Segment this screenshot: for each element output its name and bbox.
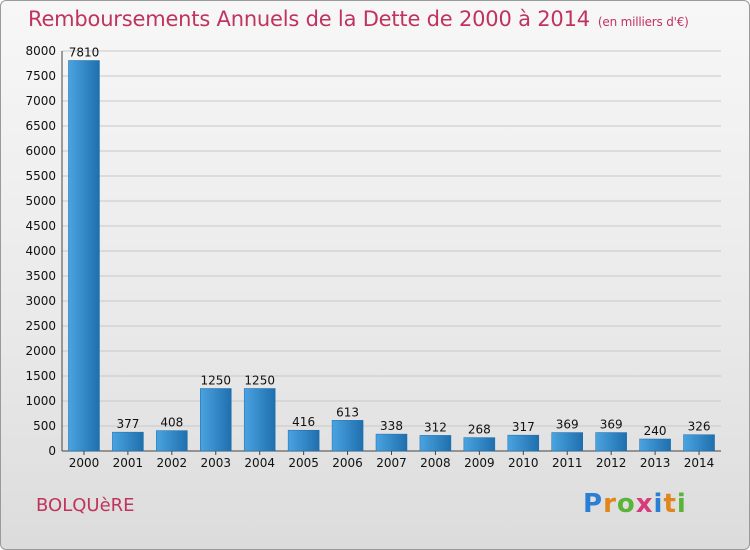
bar-2004 (243, 388, 276, 452)
data-label-2002: 408 (160, 416, 183, 430)
bar-2008 (419, 435, 452, 452)
x-tick-label-2000: 2000 (69, 456, 100, 470)
y-tick-label: 8000 (25, 44, 56, 58)
x-tick-label-2007: 2007 (376, 456, 407, 470)
y-tick-label: 4500 (25, 219, 56, 233)
x-tick-label-2013: 2013 (640, 456, 671, 470)
data-label-2004: 1250 (244, 374, 275, 388)
x-tick-label-2005: 2005 (288, 456, 319, 470)
bar-2009 (463, 437, 496, 452)
x-tick-label-2014: 2014 (684, 456, 715, 470)
x-tick-label-2009: 2009 (464, 456, 495, 470)
data-label-2005: 416 (292, 415, 315, 429)
y-tick-label: 5500 (25, 169, 56, 183)
chart-subtitle: (en milliers d'€) (597, 15, 689, 29)
bar-2012 (595, 432, 627, 452)
y-tick-label: 0 (48, 444, 56, 458)
x-tick-label-2003: 2003 (200, 456, 231, 470)
x-tick-label-2002: 2002 (157, 456, 188, 470)
bar-2013 (639, 438, 671, 452)
y-tick-label: 7500 (25, 69, 56, 83)
grid-lines (62, 50, 721, 452)
data-label-2003: 1250 (200, 374, 231, 388)
y-tick-label: 6000 (25, 144, 56, 158)
x-tick-label-2008: 2008 (420, 456, 451, 470)
data-label-2007: 338 (380, 419, 403, 433)
data-label-2014: 326 (688, 420, 711, 434)
y-tick-label: 3500 (25, 269, 56, 283)
y-tick-label: 4000 (25, 244, 56, 258)
y-tick-label: 5000 (25, 194, 56, 208)
bar-2001 (112, 431, 144, 452)
y-tick-label: 2000 (25, 344, 56, 358)
y-tick-label: 1500 (25, 369, 56, 383)
bars (68, 60, 715, 452)
y-tick-label: 6500 (25, 119, 56, 133)
bar-2002 (156, 430, 188, 452)
x-tick-label-2006: 2006 (332, 456, 363, 470)
y-tick-label: 7000 (25, 94, 56, 108)
chart-title: Remboursements Annuels de la Dette de 20… (28, 7, 689, 31)
bar-2005 (287, 429, 320, 452)
data-label-2010: 317 (512, 420, 535, 434)
data-label-2011: 369 (556, 418, 579, 432)
x-tick-label-2001: 2001 (113, 456, 144, 470)
x-tick-label-2012: 2012 (596, 456, 627, 470)
bar-2014 (683, 434, 715, 452)
data-label-2009: 268 (468, 423, 491, 437)
y-tick-label: 2500 (25, 319, 56, 333)
y-tick-label: 3000 (25, 294, 56, 308)
axes (61, 51, 721, 455)
bar-2003 (200, 388, 232, 452)
x-tick-label-2004: 2004 (244, 456, 275, 470)
data-label-2000: 7810 (69, 46, 100, 60)
proxiti-logo: Proxiti (583, 489, 687, 519)
data-label-2001: 377 (116, 417, 139, 431)
data-label-2012: 369 (600, 418, 623, 432)
bar-2006 (331, 420, 364, 452)
bar-2007 (375, 433, 408, 452)
bar-2011 (551, 432, 583, 452)
x-tick-label-2010: 2010 (508, 456, 539, 470)
chart-title-text: Remboursements Annuels de la Dette de 20… (28, 7, 590, 31)
x-tick-label-2011: 2011 (552, 456, 583, 470)
data-label-2008: 312 (424, 420, 447, 434)
y-tick-label: 500 (33, 419, 56, 433)
y-tick-label: 1000 (25, 394, 56, 408)
bar-2000 (68, 60, 100, 452)
data-label-2006: 613 (336, 405, 359, 419)
labels: 0 500 1000 1500 2000 2500 3000 3500 4000 4500 5000… (25, 44, 714, 470)
bar-2010 (507, 434, 540, 452)
place-name: BOLQUèRE (36, 495, 135, 516)
data-label-2013: 240 (644, 424, 667, 438)
